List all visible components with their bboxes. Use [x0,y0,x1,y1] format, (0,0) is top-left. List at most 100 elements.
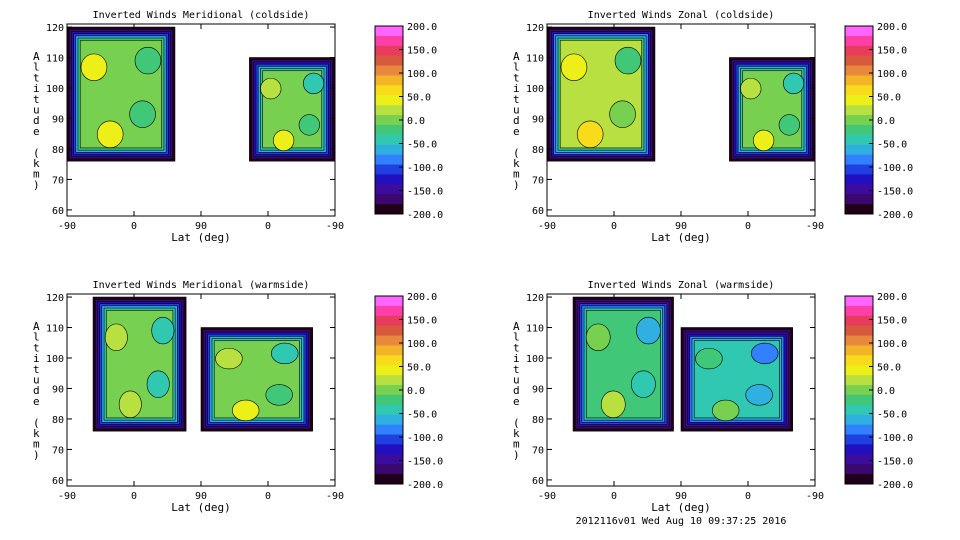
colorbar-swatch [375,144,403,156]
colorbar-swatch [375,325,403,337]
colorbar-swatch [375,464,403,475]
colorbar-swatch [375,305,403,317]
y-tick-label: 90 [532,114,544,125]
colorbar-swatch [375,204,403,215]
y-tick-label: 80 [52,415,64,426]
colorbar-swatch [845,355,873,366]
x-tick-label: 0 [265,221,271,232]
right-data-block [249,57,336,162]
colorbar-tick-label: 150.0 [877,316,907,327]
colorbar-tick-label: -150.0 [877,457,913,468]
colorbar-tick-label: -200.0 [877,210,913,221]
colorbar-swatch [845,124,873,136]
colorbar-swatch [375,105,403,116]
colorbar-tick-label: -50.0 [877,140,907,151]
x-tick-label: -90 [806,221,824,232]
colorbar-swatch [375,474,403,485]
colorbar-swatch [845,26,873,37]
colorbar-swatch [375,335,403,346]
colorbar-swatch [845,385,873,396]
chart-title: Inverted Winds Zonal (coldside) [588,10,775,21]
contour-blob [631,370,656,398]
x-tick-label: 90 [675,221,687,232]
colorbar-tick-label: 100.0 [407,339,437,350]
colorbar: 200.0 150.0 100.0 50.0 0.0 -50.0 -100.0 -150.0 -… [374,292,443,491]
colorbar-swatch [375,194,403,205]
chart-panel-2: Inverted Winds Zonal (coldside) 60 70 80 90 1… [513,10,913,244]
contour-blob [753,129,775,152]
colorbar-swatch [375,115,403,126]
colorbar-swatch [845,315,873,327]
colorbar-swatch [845,444,873,455]
y-tick-label: 120 [46,293,64,304]
y-tick-label: 60 [532,206,544,217]
x-tick-label: 0 [611,491,617,502]
colorbar-swatch [845,404,873,416]
colorbar-tick-label: 0.0 [407,386,425,397]
colorbar-swatch [845,65,873,76]
colorbar-swatch [375,424,403,436]
contour-blob [129,100,156,128]
y-tick-label: 110 [46,324,64,335]
colorbar: 200.0 150.0 100.0 50.0 0.0 -50.0 -100.0 -150.0 -… [844,22,913,221]
x-tick-label: -90 [326,221,344,232]
contour-blob [231,399,260,422]
chart-panel-1: Inverted Winds Meridional (coldside) 60 70… [33,10,443,244]
y-tick-label: 60 [532,476,544,487]
contour-blob [778,114,800,136]
contour-blob [751,342,779,365]
colorbar: 200.0 150.0 100.0 50.0 0.0 -50.0 -100.0 -150.0 -… [844,292,913,491]
colorbar-swatch [845,365,873,376]
colorbar-swatch [845,164,873,175]
colorbar-tick-label: 0.0 [407,116,425,127]
y-tick-label: 70 [532,445,544,456]
x-tick-label: 0 [745,221,751,232]
colorbar-swatch [845,75,873,86]
colorbar-swatch [375,404,403,416]
y-tick-label: 70 [52,175,64,186]
colorbar-swatch [375,35,403,47]
colorbar-swatch [375,134,403,146]
colorbar-tick-label: 0.0 [877,116,895,127]
colorbar-tick-label: -100.0 [877,433,913,444]
contour-blob [585,323,611,351]
x-tick-label: 90 [675,491,687,502]
y-tick-label: 80 [532,415,544,426]
colorbar-swatch [845,105,873,116]
contour-blob [298,114,320,136]
contour-blob [151,316,175,345]
colorbar-swatch [845,115,873,126]
colorbar: 200.0 150.0 100.0 50.0 0.0 -50.0 -100.0 -150.0 -… [374,22,443,221]
x-tick-label: 0 [131,221,137,232]
y-tick-label: 100 [526,354,544,365]
colorbar-swatch [845,325,873,337]
right-data-block [200,327,313,432]
chart-title: Inverted Winds Meridional (coldside) [93,10,310,21]
x-tick-label: 0 [131,491,137,502]
x-tick-label: -90 [806,491,824,502]
colorbar-swatch [845,85,873,96]
contour-blob [783,72,805,95]
colorbar-swatch [845,464,873,475]
y-tick-label: 110 [526,54,544,65]
colorbar-tick-label: 200.0 [407,22,437,33]
y-tick-label: 80 [52,145,64,156]
colorbar-tick-label: -100.0 [407,163,443,174]
y-tick-label: 100 [46,354,64,365]
x-axis-label: Lat (deg) [651,501,711,514]
colorbar-tick-label: -100.0 [877,163,913,174]
colorbar-swatch [845,95,873,106]
contour-blob [104,323,128,351]
contour-blob [271,342,299,365]
y-tick-label: 110 [46,54,64,65]
colorbar-tick-label: -50.0 [407,140,437,151]
colorbar-swatch [845,345,873,356]
colorbar-tick-label: -200.0 [407,480,443,491]
colorbar-swatch [375,154,403,166]
x-tick-label: 0 [265,491,271,502]
x-tick-label: -90 [326,491,344,502]
right-data-block [729,57,816,162]
